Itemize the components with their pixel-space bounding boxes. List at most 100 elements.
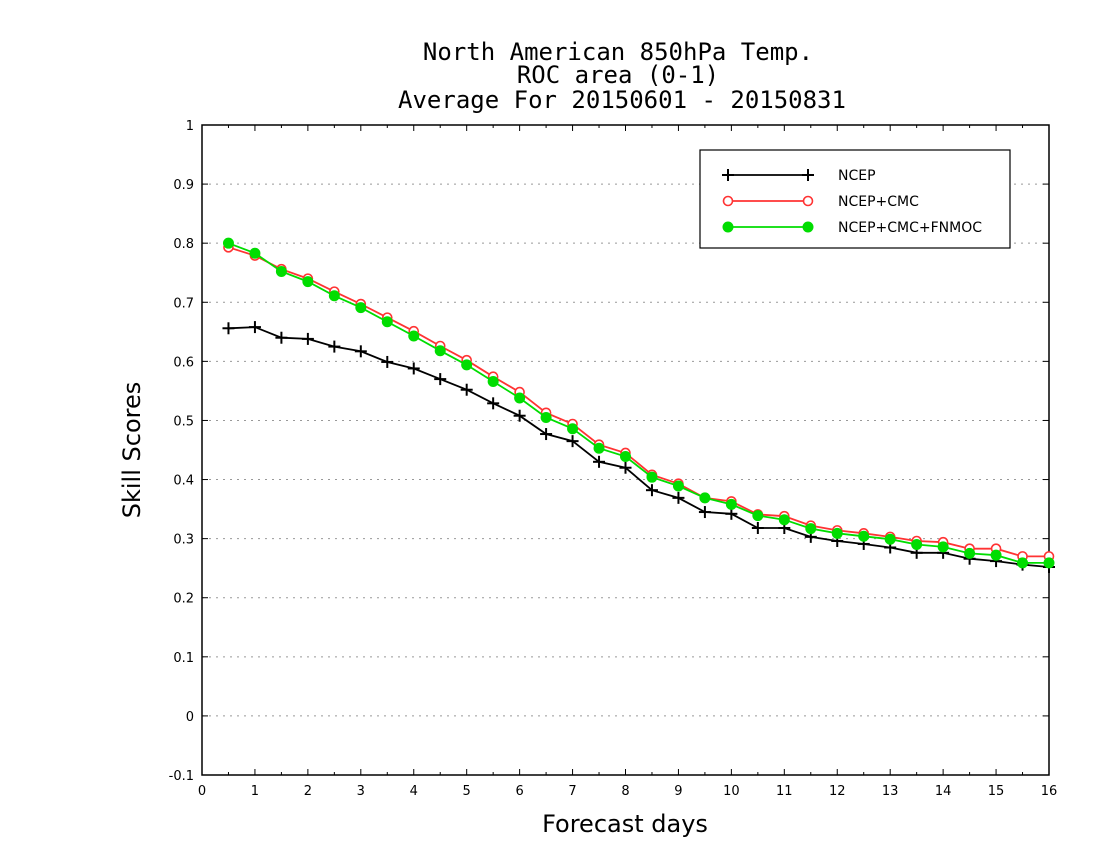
data-point [620,451,631,462]
data-point [248,321,261,334]
data-point [381,355,394,368]
series-line [228,246,1049,558]
x-tick-label: 16 [1041,784,1058,799]
title-line-1: North American 850hPa Temp. [423,38,813,66]
data-point [1017,557,1029,569]
data-point [752,510,764,522]
y-tick-label: 0.7 [173,296,194,311]
data-point [540,412,552,423]
x-tick-label: 8 [621,784,629,799]
x-tick-label: 14 [935,784,952,799]
legend-item: NCEP+CMC+FNMOC [722,220,982,236]
y-tick-label: 1 [186,119,194,134]
y-tick-label: 0.6 [173,355,194,370]
data-point [434,373,447,386]
series-ncep [222,321,1055,573]
data-point [858,530,870,542]
data-point [884,533,896,545]
x-tick-label: 1 [251,784,259,799]
series-line [228,326,1050,568]
data-point [354,345,367,358]
data-point [567,423,579,435]
data-point [566,435,579,448]
data-point [408,330,420,342]
data-point [937,541,949,553]
data-point [911,539,923,551]
x-tick-label: 3 [357,784,365,799]
data-point [672,491,685,504]
x-tick-label: 5 [463,784,471,799]
data-point [460,383,473,396]
title-line-3: Average For 20150601 - 20150831 [398,86,846,114]
legend-label: NCEP+CMC [838,194,919,210]
data-point [645,484,658,497]
data-point [751,522,764,534]
data-point [990,549,1002,561]
series-layer [222,237,1055,573]
x-tick-label: 4 [410,784,418,799]
y-tick-label: 0.4 [173,474,194,489]
x-tick-label: 10 [723,784,740,799]
y-tick-label: 0.5 [173,414,194,429]
x-axis: 0 1 2 3 4 5 6 7 8 9 10 11 12 13 14 15 16 [198,125,1057,799]
legend-marker [802,195,814,207]
legend-marker [802,169,814,181]
data-point [249,247,261,259]
series-ncep-cmc [223,242,1055,562]
data-point [328,290,340,302]
data-point [1043,557,1055,569]
data-point [672,480,684,492]
series-line [228,242,1049,564]
legend: NCEP NCEP+CMC NCEP+CMC+FNMOC [699,149,1011,249]
legend-item: NCEP+CMC [722,194,919,210]
y-tick-label: 0.1 [173,651,194,666]
data-point [805,523,817,535]
y-tick-label: -0.1 [169,769,194,784]
data-point [540,428,553,441]
data-point [593,455,606,468]
x-tick-label: 11 [776,784,793,799]
title-line-2: ROC area (0-1) [517,61,719,89]
x-tick-label: 9 [674,784,682,799]
x-tick-label: 12 [829,784,846,799]
data-point [487,397,500,410]
data-point [355,302,367,314]
y-tick-label: 0.9 [173,178,194,193]
data-point [381,316,393,328]
legend-marker [722,195,734,207]
y-axis-title: Skill Scores [118,382,146,519]
data-point [301,332,314,345]
legend-label: NCEP [838,168,876,184]
chart-title: North American 850hPa Temp. ROC area (0-… [398,38,846,114]
x-tick-label: 6 [515,784,523,799]
data-point [434,345,446,357]
y-axis: -0.1 0 0.1 0.2 0.3 0.4 0.5 0.6 0.7 0.8 0.9 1 [169,119,1049,784]
data-point [407,362,420,375]
legend-item: NCEP [722,168,876,184]
x-tick-label: 15 [988,784,1005,799]
data-point [222,322,235,335]
data-point [328,340,341,353]
data-point [302,276,314,288]
legend-label: NCEP+CMC+FNMOC [838,220,982,236]
x-tick-label: 0 [198,784,206,799]
data-point [831,527,843,539]
y-tick-label: 0.2 [173,592,194,607]
data-point [778,514,790,526]
series-ncep-cmc-fnmoc [222,237,1055,569]
data-point [514,392,526,404]
y-tick-label: 0 [186,710,194,725]
data-point [275,331,288,344]
gridlines [202,183,1049,717]
data-point [513,409,526,422]
data-point [699,492,711,504]
legend-marker [722,221,734,233]
data-point [725,498,737,510]
x-tick-label: 13 [882,784,899,799]
data-point [619,461,632,474]
data-point [487,375,499,387]
y-tick-label: 0.3 [173,533,194,548]
data-point [275,266,287,278]
legend-marker [802,221,814,233]
